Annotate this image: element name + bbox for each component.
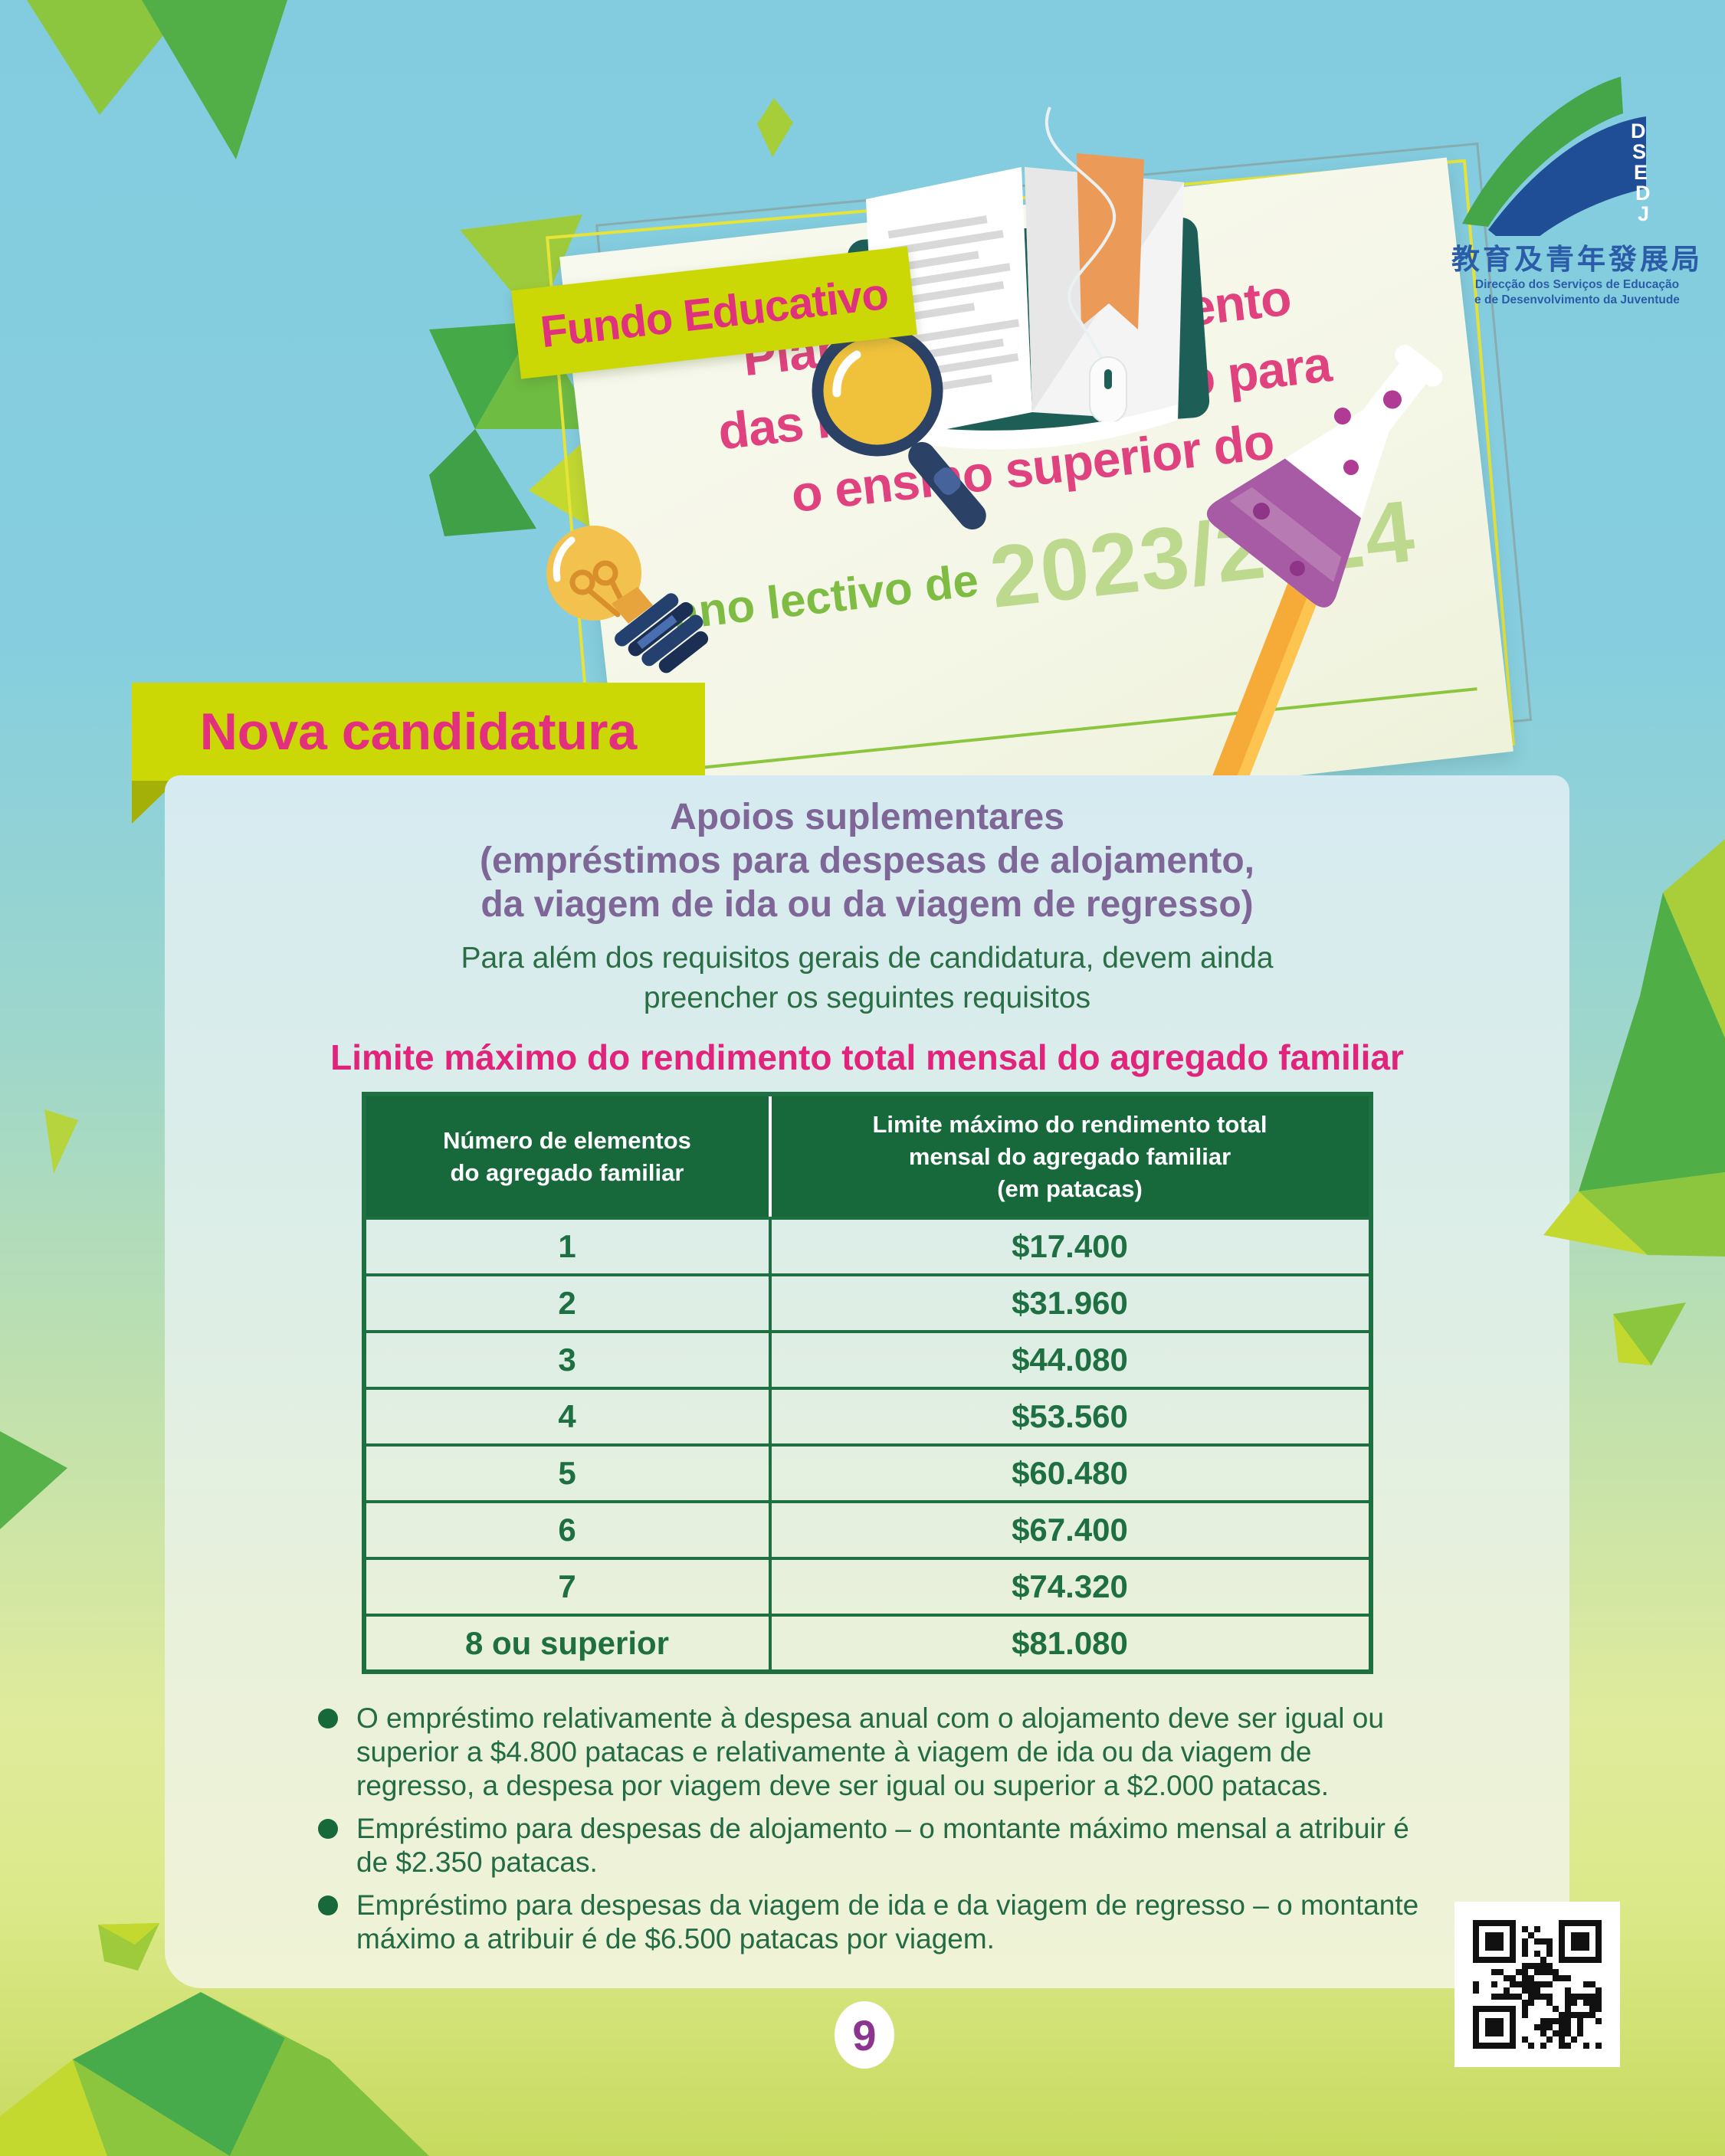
note-text: Empréstimo para despesas de alojamento –… [356, 1813, 1409, 1878]
cell-members: 1 [362, 1217, 772, 1276]
note-text: O empréstimo relativamente à despesa anu… [356, 1702, 1384, 1801]
col-header-members: Número de elementos do agregado familiar [363, 1094, 772, 1220]
triangle-decor [27, 0, 192, 115]
cell-members: 3 [362, 1330, 772, 1390]
cell-members: 6 [362, 1500, 772, 1560]
bullet-dot-icon [318, 1709, 338, 1728]
note-text: Empréstimo para despesas da viagem de id… [356, 1889, 1419, 1954]
income-limits-table: Número de elementos do agregado familiar… [361, 1092, 1373, 1674]
diamond-decor [98, 1923, 159, 1945]
triangle-decor [0, 1431, 67, 1529]
triangle-decor [142, 0, 287, 159]
diamond-decor [757, 98, 793, 157]
section-banner-nova-candidatura: Nova candidatura [132, 683, 705, 781]
mountain-decor [73, 2059, 230, 2156]
note-item: O empréstimo relativamente à despesa anu… [318, 1702, 1437, 1803]
table-row: 5 $60.480 [362, 1443, 1372, 1503]
light-bulb-icon [546, 526, 709, 673]
cell-limit: $17.400 [768, 1217, 1372, 1276]
computer-mouse-icon [1045, 106, 1127, 421]
mountain-decor [201, 1992, 429, 2156]
qr-pattern [1473, 1920, 1602, 2049]
cell-limit: $31.960 [768, 1273, 1372, 1333]
cell-limit: $60.480 [768, 1443, 1372, 1503]
panel-subtitle: Apoios suplementares (empréstimos para d… [479, 797, 1255, 925]
logo-name-portuguese-1: Direcção dos Serviços de Educação [1474, 278, 1680, 291]
cell-members: 7 [362, 1557, 772, 1617]
cell-limit: $74.320 [768, 1557, 1372, 1617]
magnifier-icon [812, 325, 986, 530]
logo-name-chinese: 教育及青年發展局 [1451, 244, 1703, 275]
page-number: 9 [852, 2010, 877, 2059]
table-row: 7 $74.320 [362, 1557, 1372, 1617]
cell-limit: $67.400 [768, 1500, 1372, 1560]
table-row: 6 $67.400 [362, 1500, 1372, 1560]
table-row: 3 $44.080 [362, 1330, 1372, 1390]
bullet-dot-icon [318, 1819, 338, 1839]
cell-limit: $53.560 [768, 1387, 1372, 1447]
cell-limit: $81.080 [768, 1614, 1372, 1673]
note-item: Empréstimo para despesas da viagem de id… [318, 1889, 1437, 1956]
mountain-decor [0, 2059, 107, 2156]
panel-intro: Para além dos requisitos gerais de candi… [461, 942, 1274, 1014]
triangle-decor [429, 322, 536, 429]
cell-members: 4 [362, 1387, 772, 1447]
bullet-dot-icon [318, 1896, 338, 1915]
triangle-decor [460, 215, 582, 322]
table-row: 8 ou superior $81.080 [362, 1614, 1372, 1673]
content-panel: Apoios suplementares (empréstimos para d… [165, 775, 1569, 1988]
col-header-limit: Limite máximo do rendimento total mensal… [769, 1094, 1371, 1220]
section-title: Nova candidatura [199, 703, 638, 761]
flask-icon [1206, 345, 1443, 608]
logo-name-portuguese-2: e de Desenvolvimento da Juventude [1474, 293, 1680, 306]
cell-limit: $44.080 [768, 1330, 1372, 1390]
table-row: 4 $53.560 [362, 1387, 1372, 1447]
qr-code [1454, 1902, 1620, 2067]
table-title: Limite máximo do rendimento total mensal… [330, 1037, 1404, 1077]
table-row: 1 $17.400 [362, 1217, 1372, 1276]
triangle-decor [429, 429, 536, 536]
limits-table-body: 1 $17.400 2 $31.960 3 $44.080 4 $53.560 5 $60.480… [362, 1217, 1372, 1673]
page-number-badge: 9 [835, 2001, 894, 2069]
table-row: 2 $31.960 [362, 1273, 1372, 1333]
table-header-row: Número de elementos do agregado familiar… [363, 1094, 1371, 1220]
notes-list: O empréstimo relativamente à despesa anu… [318, 1702, 1437, 1956]
cell-members: 8 ou superior [362, 1614, 772, 1673]
cell-members: 2 [362, 1273, 772, 1333]
triangle-decor [44, 1109, 78, 1174]
note-item: Empréstimo para despesas de alojamento –… [318, 1812, 1437, 1879]
cell-members: 5 [362, 1443, 772, 1503]
